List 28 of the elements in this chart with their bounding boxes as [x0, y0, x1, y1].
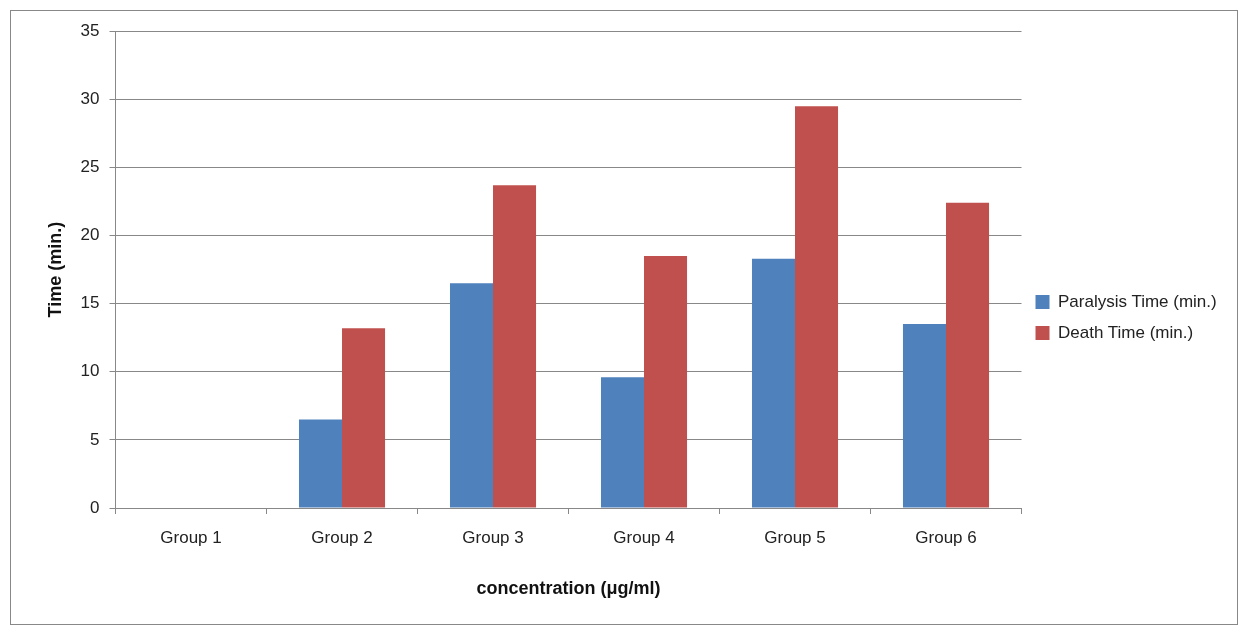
y-tick-label: 20 [80, 225, 100, 245]
x-tick-label: Group 5 [764, 527, 826, 547]
x-tick-label: Group 2 [311, 527, 373, 547]
x-tick-label: Group 6 [915, 527, 977, 547]
x-axis-title: concentration (μg/ml) [476, 578, 661, 599]
bar [342, 328, 386, 508]
y-tick-label: 0 [90, 497, 100, 517]
bar [751, 258, 796, 508]
y-tick-label: 5 [90, 429, 100, 449]
bar [449, 283, 494, 508]
x-tick-label: Group 3 [462, 527, 524, 547]
legend-label: Death Time (min.) [1058, 322, 1194, 342]
y-tick-label: 15 [80, 293, 100, 313]
bar [298, 419, 343, 508]
y-tick-label: 25 [80, 157, 100, 177]
bar [600, 377, 645, 508]
y-tick-label: 10 [80, 361, 100, 381]
y-axis-title: Time (min.) [44, 221, 65, 318]
bar [644, 255, 688, 508]
x-tick-label: Group 4 [613, 527, 675, 547]
y-tick-label: 35 [80, 20, 100, 40]
y-tick-label: 30 [80, 89, 100, 108]
bar [946, 202, 990, 508]
legend-label: Paralysis Time (min.) [1058, 291, 1217, 311]
bar [795, 106, 839, 508]
x-tick-label: Group 1 [160, 527, 222, 547]
bar [493, 185, 537, 508]
bar [902, 324, 947, 508]
